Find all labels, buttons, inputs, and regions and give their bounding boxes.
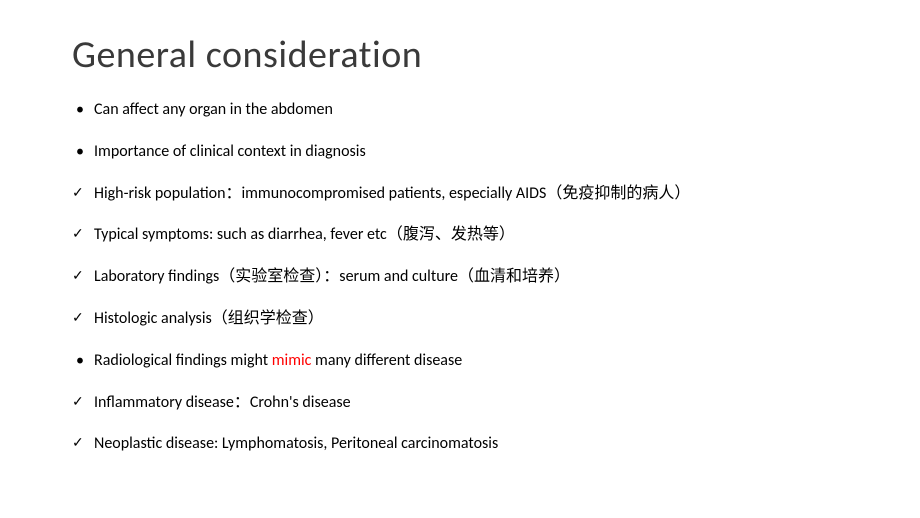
list-item: Histologic analysis（组织学检查） bbox=[72, 309, 848, 330]
list-item: Radiological findings might mimic many d… bbox=[72, 351, 848, 372]
list-item: High-risk population：immunocompromised p… bbox=[72, 184, 848, 205]
list-item: Neoplastic disease: Lymphomatosis, Perit… bbox=[72, 434, 848, 455]
highlight-text: mimic bbox=[272, 351, 312, 370]
list-item: Importance of clinical context in diagno… bbox=[72, 142, 848, 163]
list-item: Can affect any organ in the abdomen bbox=[72, 100, 848, 121]
text-post: many different disease bbox=[311, 351, 462, 370]
list-item: Inflammatory disease：Crohn's disease bbox=[72, 393, 848, 414]
text-pre: Radiological findings might bbox=[94, 351, 272, 370]
list-item: Typical symptoms: such as diarrhea, feve… bbox=[72, 225, 848, 246]
slide-title: General consideration bbox=[72, 32, 848, 78]
list-item: Laboratory findings（实验室检查）：serum and cul… bbox=[72, 267, 848, 288]
bullet-list: Can affect any organ in the abdomen Impo… bbox=[72, 100, 848, 455]
